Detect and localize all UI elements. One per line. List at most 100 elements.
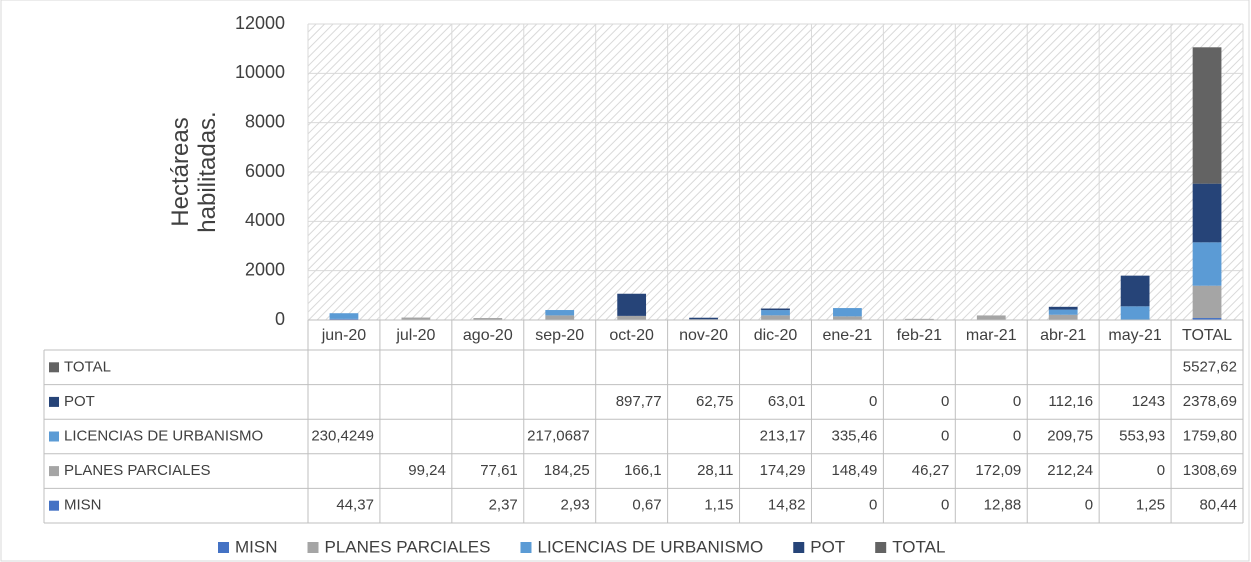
- bar-segment: [1048, 314, 1078, 320]
- table-cell: 0: [941, 427, 949, 444]
- table-row-label: TOTAL: [64, 358, 111, 375]
- table-cell: 1,25: [1136, 497, 1165, 514]
- bar-segment: [833, 308, 862, 317]
- y-tick-label: 2000: [245, 259, 285, 279]
- table-cell: 0: [941, 393, 949, 410]
- table-cell: 14,82: [768, 497, 806, 514]
- table-cell: 1308,69: [1183, 462, 1237, 479]
- y-tick-label: 12000: [235, 13, 285, 33]
- x-tick-label: nov-20: [679, 327, 728, 344]
- x-tick-label: feb-21: [897, 327, 942, 344]
- table-cell: 0: [1085, 497, 1093, 514]
- table-cell: 0: [869, 393, 877, 410]
- bar-segment: [1192, 242, 1222, 286]
- bar-segment: [761, 308, 790, 311]
- table-cell: 0: [869, 497, 877, 514]
- legend-key: [218, 542, 229, 553]
- table-cell: 0: [1013, 427, 1021, 444]
- table-legend-key: [49, 396, 59, 407]
- x-tick-label: jul-20: [395, 327, 435, 344]
- bar-segment: [761, 310, 790, 316]
- y-axis-label: Hectáreashabilitadas.: [167, 111, 221, 232]
- bar-segment: [1048, 306, 1078, 310]
- bar-segment: [904, 318, 934, 320]
- table-cell: 5527,62: [1183, 358, 1237, 375]
- legend-key: [520, 542, 532, 553]
- table-cell: 217,0687: [527, 427, 590, 444]
- table-cell: 0: [941, 497, 949, 514]
- table-cell: 230,4249: [311, 427, 374, 444]
- table-cell: 80,44: [1199, 497, 1237, 514]
- bar-segment: [401, 317, 431, 320]
- bar-segment: [1192, 285, 1222, 319]
- table-cell: 174,29: [760, 462, 806, 479]
- table-cell: 99,24: [408, 462, 446, 479]
- table-cell: 897,77: [616, 393, 662, 410]
- table-cell: 0: [1157, 462, 1165, 479]
- table-cell: 2378,69: [1183, 393, 1237, 410]
- y-tick-label: 8000: [245, 111, 285, 131]
- table-legend-key: [49, 362, 59, 373]
- bar-segment: [473, 318, 503, 320]
- table-cell: 0: [1013, 393, 1021, 410]
- y-tick-label: 6000: [245, 161, 285, 181]
- table-cell: 0,67: [632, 497, 661, 514]
- legend-label: POT: [810, 537, 845, 556]
- table-cell: 63,01: [768, 393, 806, 410]
- x-tick-label: TOTAL: [1182, 327, 1232, 344]
- x-tick-label: abr-21: [1040, 327, 1086, 344]
- table-legend-key: [49, 431, 59, 442]
- bar-segment: [545, 310, 575, 316]
- y-tick-label: 0: [275, 309, 285, 329]
- x-tick-label: ene-21: [823, 327, 873, 344]
- table-cell: 1759,80: [1183, 427, 1237, 444]
- legend-label: PLANES PARCIALES: [325, 537, 491, 556]
- legend-key: [307, 542, 319, 553]
- legend-key: [793, 542, 805, 553]
- bar-segment: [545, 315, 575, 320]
- table-row-label: POT: [64, 393, 95, 410]
- legend-key: [875, 542, 887, 553]
- bar-segment: [1192, 47, 1222, 184]
- table-cell: 212,24: [1047, 462, 1093, 479]
- table-cell: 209,75: [1047, 427, 1093, 444]
- table-cell: 553,93: [1119, 427, 1165, 444]
- bar-segment: [833, 316, 862, 320]
- table-cell: 62,75: [696, 393, 734, 410]
- table-cell: 148,49: [831, 462, 877, 479]
- legend-label: TOTAL: [892, 537, 945, 556]
- table-cell: 112,16: [1048, 393, 1093, 410]
- table-cell: 166,1: [624, 462, 662, 479]
- table-legend-key: [49, 500, 59, 511]
- table-cell: 172,09: [975, 462, 1021, 479]
- table-cell: 184,25: [544, 462, 590, 479]
- table-cell: 28,11: [697, 462, 733, 479]
- bar-segment: [761, 315, 790, 320]
- y-tick-label: 4000: [245, 210, 285, 230]
- table-cell: 335,46: [831, 427, 877, 444]
- legend-label: MISN: [235, 537, 278, 556]
- table-row-label: PLANES PARCIALES: [64, 462, 210, 479]
- x-tick-label: jun-20: [321, 327, 367, 344]
- x-tick-label: may-21: [1108, 327, 1161, 344]
- x-tick-label: dic-20: [754, 327, 798, 344]
- bar-segment: [1192, 318, 1222, 320]
- bar-segment: [976, 315, 1006, 320]
- table-cell: 1243: [1132, 393, 1165, 410]
- bar-segment: [1192, 183, 1222, 243]
- bar-segment: [617, 315, 647, 320]
- legend-label: LICENCIAS DE URBANISMO: [537, 537, 763, 556]
- table-cell: 12,88: [984, 497, 1022, 514]
- x-tick-label: oct-20: [609, 327, 654, 344]
- bar-segment: [617, 293, 647, 316]
- bar-segment: [329, 318, 359, 320]
- y-tick-label: 10000: [235, 62, 285, 82]
- table-row-label: LICENCIAS DE URBANISMO: [64, 427, 263, 444]
- x-tick-label: ago-20: [463, 327, 513, 344]
- table-cell: 2,93: [560, 497, 589, 514]
- bar-segment: [1120, 275, 1150, 307]
- table-cell: 77,61: [480, 462, 518, 479]
- table-cell: 44,37: [336, 497, 374, 514]
- table-cell: 2,37: [489, 497, 518, 514]
